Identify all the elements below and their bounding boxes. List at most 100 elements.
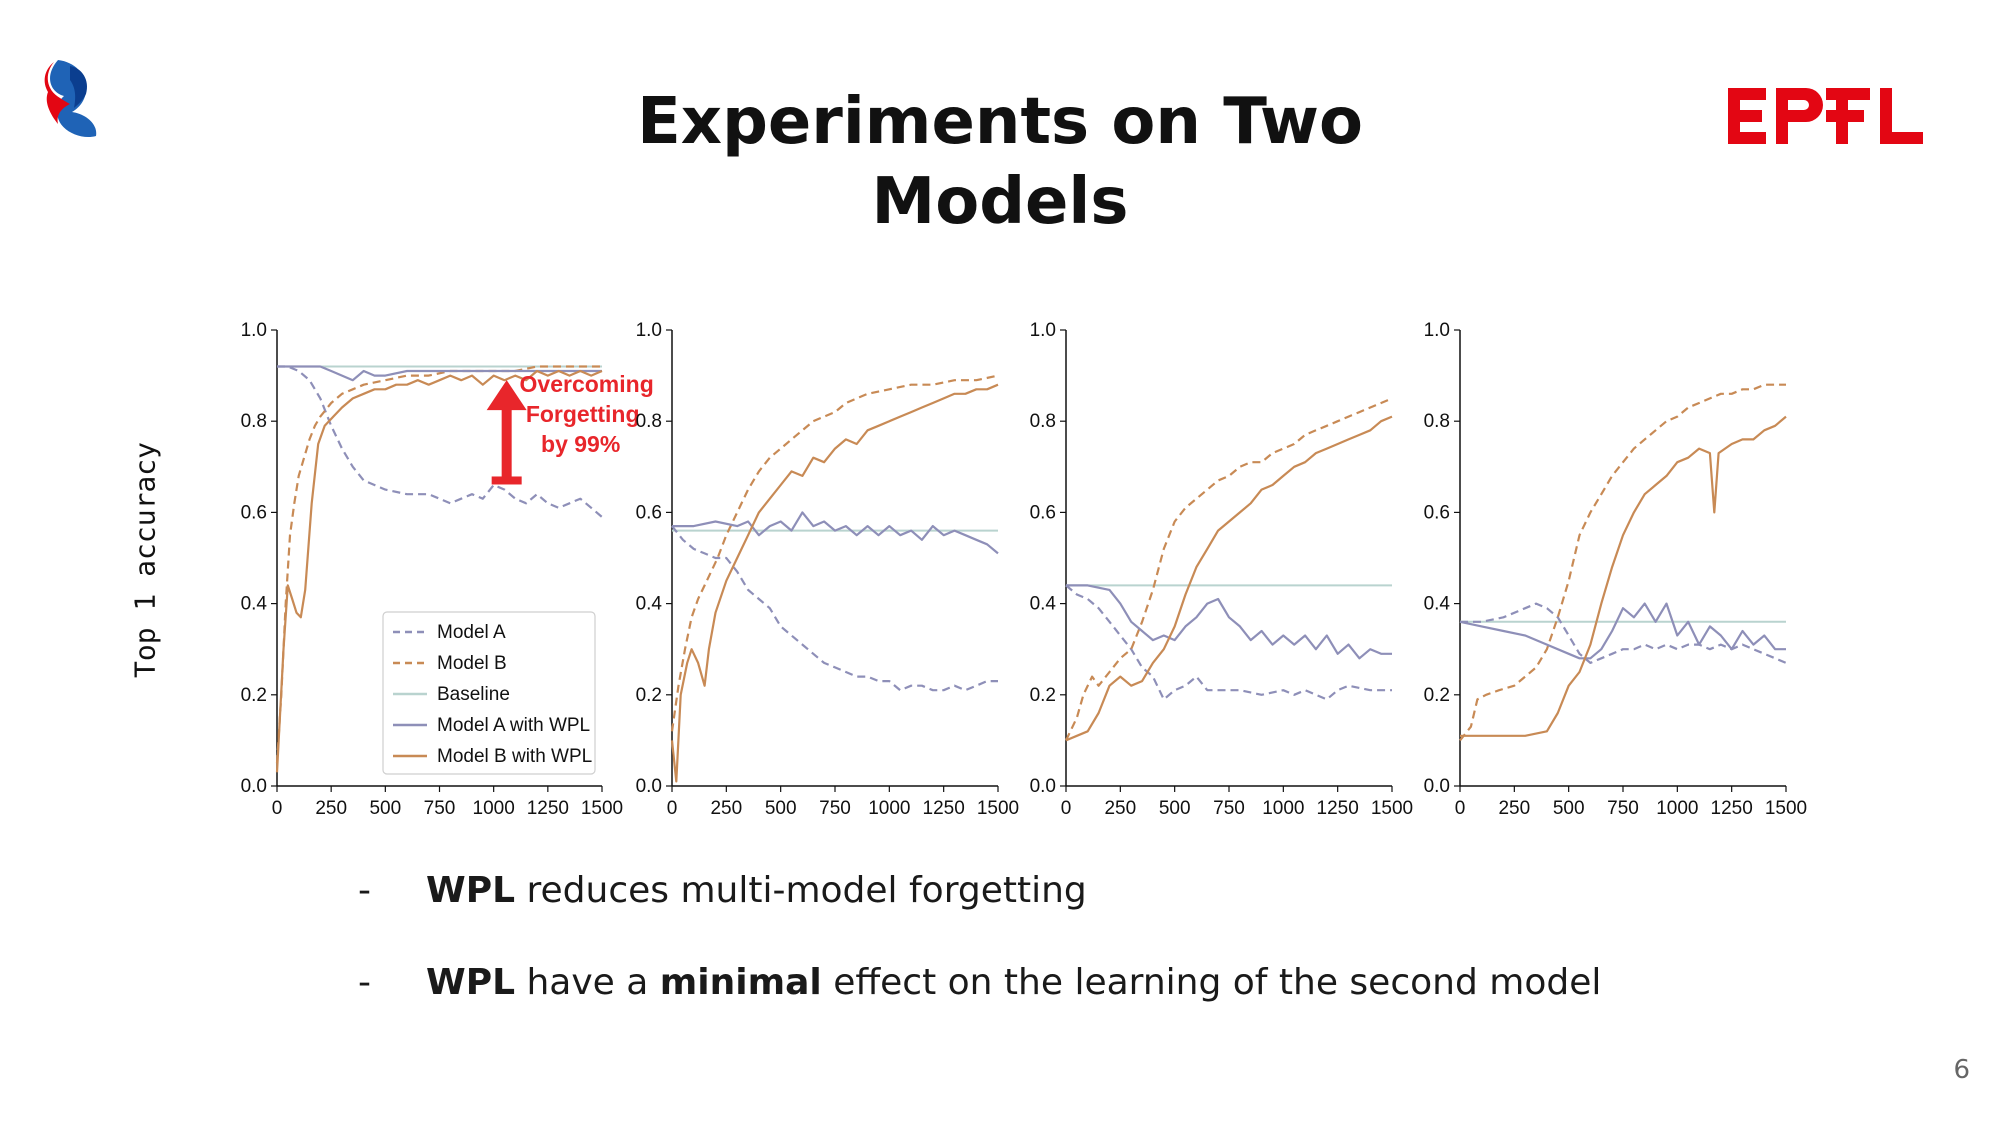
annotation-text: by 99% bbox=[541, 431, 620, 457]
series-model-b-with-wpl bbox=[1460, 415, 1787, 737]
annotation: Overcoming Forgetting by 99% bbox=[486, 371, 654, 485]
x-tick-label: 1250 bbox=[923, 798, 965, 819]
bullet-dash: - bbox=[358, 870, 371, 911]
chart-panel-1: 0.0 0.2 0.4 0.6 0.8 1.0 0 250 500 750 1000 1250 1500… bbox=[241, 320, 654, 819]
x-tick-label: 500 bbox=[369, 798, 401, 819]
series-model-b-with-wpl bbox=[275, 369, 603, 773]
x-tick-label: 500 bbox=[1159, 798, 1191, 819]
x-tick-label: 0 bbox=[1455, 798, 1466, 819]
y-tick-label: 1.0 bbox=[241, 320, 267, 341]
legend-box bbox=[382, 611, 596, 775]
y-tick-label: 0.2 bbox=[1030, 685, 1056, 706]
x-tick-label: 500 bbox=[765, 798, 797, 819]
chart-panel-2: 0.0 0.2 0.4 0.6 0.8 1.0 0 250 500 750 1000 1250 1500 bbox=[636, 320, 1020, 819]
legend-entry: Baseline bbox=[437, 684, 510, 705]
x-tick-label: 1500 bbox=[1765, 798, 1807, 819]
annotation-arrow-head bbox=[486, 380, 527, 411]
x-tick-label: 750 bbox=[1213, 798, 1245, 819]
y-tick-label: 1.0 bbox=[636, 320, 662, 341]
series-model-a-with-wpl bbox=[672, 511, 999, 555]
bullet-item-1: - WPL reduces multi-model forgetting bbox=[358, 870, 1087, 911]
y-tick-label: 0.2 bbox=[241, 685, 267, 706]
x-tick-label: 250 bbox=[710, 798, 742, 819]
y-tick-label: 1.0 bbox=[1030, 320, 1056, 341]
series-model-a bbox=[1460, 602, 1787, 664]
y-tick-label: 0.6 bbox=[636, 502, 662, 523]
y-tick-label: 0.4 bbox=[636, 594, 663, 615]
x-tick-label: 1250 bbox=[1711, 798, 1753, 819]
x-tick-label: 250 bbox=[1104, 798, 1136, 819]
annotation-arrow-shaft bbox=[501, 400, 512, 481]
y-tick-label: 0.6 bbox=[241, 502, 267, 523]
bullet-text-run: WPL bbox=[426, 962, 516, 1003]
y-tick-label: 0.2 bbox=[1424, 685, 1450, 706]
y-tick-label: 0.0 bbox=[636, 776, 662, 797]
legend: Model A Model B Baseline Model A with WPL Mo… bbox=[382, 611, 596, 775]
y-tick-label: 0.8 bbox=[1030, 411, 1056, 432]
epfl-logo bbox=[1728, 88, 1923, 144]
x-tick-label: 250 bbox=[315, 798, 347, 819]
bullet-text-run: minimal bbox=[659, 962, 822, 1003]
x-tick-label: 0 bbox=[272, 798, 283, 819]
bullet-text-run: effect on the learning of the second mod… bbox=[821, 962, 1602, 1003]
bullet-text-run: WPL bbox=[426, 870, 516, 911]
series-model-a bbox=[1065, 584, 1392, 701]
x-tick-label: 500 bbox=[1553, 798, 1585, 819]
bullet-text-run: have a bbox=[515, 962, 660, 1003]
x-tick-label: 0 bbox=[1061, 798, 1072, 819]
y-tick-label: 0.0 bbox=[1030, 776, 1056, 797]
y-tick-label: 0.4 bbox=[1030, 594, 1057, 615]
legend-entry: Model B bbox=[437, 653, 507, 674]
x-tick-label: 1500 bbox=[977, 798, 1019, 819]
y-tick-label: 0.8 bbox=[241, 411, 267, 432]
x-tick-label: 750 bbox=[424, 798, 456, 819]
x-tick-label: 750 bbox=[819, 798, 851, 819]
series-model-b-with-wpl bbox=[1065, 415, 1393, 742]
legend-entry: Model A with WPL bbox=[437, 715, 590, 736]
y-tick-label: 0.6 bbox=[1424, 502, 1450, 523]
series-model-a-with-wpl bbox=[1066, 584, 1392, 660]
series-model-b bbox=[1459, 383, 1786, 742]
x-tick-label: 0 bbox=[667, 798, 678, 819]
y-tick-label: 0.8 bbox=[636, 411, 662, 432]
y-tick-label: 1.0 bbox=[1424, 320, 1450, 341]
x-tick-label: 1000 bbox=[868, 798, 910, 819]
x-tick-label: 1000 bbox=[1262, 798, 1304, 819]
bullet-item-2: - WPL have a minimal effect on the learni… bbox=[358, 962, 1601, 1003]
slide-title-line-2: Models bbox=[871, 165, 1129, 239]
legend-entry: Model A bbox=[437, 622, 506, 643]
annotation-text: Overcoming bbox=[520, 371, 654, 397]
bullet-text-run: reduces multi-model forgetting bbox=[515, 870, 1087, 911]
chart-panel-3: 0.0 0.2 0.4 0.6 0.8 1.0 0 250 500 750 1000 1250 1500 bbox=[1030, 320, 1414, 819]
series-model-b-with-wpl bbox=[670, 383, 999, 783]
x-tick-label: 1250 bbox=[527, 798, 569, 819]
x-tick-label: 1250 bbox=[1317, 798, 1359, 819]
y-tick-label: 0.4 bbox=[1424, 594, 1451, 615]
y-tick-label: 0.0 bbox=[241, 776, 267, 797]
slide-title: Experiments on Two Models bbox=[0, 82, 2000, 242]
series-model-b bbox=[670, 374, 999, 732]
y-tick-label: 0.4 bbox=[241, 594, 268, 615]
x-tick-label: 250 bbox=[1498, 798, 1530, 819]
series-model-b bbox=[1065, 397, 1393, 741]
page-number: 6 bbox=[1953, 1055, 1970, 1085]
bullet-dash: - bbox=[358, 962, 371, 1003]
series-model-a bbox=[671, 525, 998, 692]
x-tick-label: 1500 bbox=[581, 798, 623, 819]
x-tick-label: 750 bbox=[1607, 798, 1639, 819]
y-tick-label: 0.6 bbox=[1030, 502, 1056, 523]
x-tick-label: 1000 bbox=[473, 798, 515, 819]
y-tick-label: 0.8 bbox=[1424, 411, 1450, 432]
x-tick-label: 1000 bbox=[1656, 798, 1698, 819]
y-tick-label: 0.0 bbox=[1424, 776, 1450, 797]
series-model-a bbox=[277, 365, 603, 518]
annotation-text: Forgetting bbox=[526, 401, 640, 427]
slide-title-line-1: Experiments on Two bbox=[637, 85, 1363, 159]
x-tick-label: 1500 bbox=[1371, 798, 1413, 819]
chart-panel-4: 0.0 0.2 0.4 0.6 0.8 1.0 0 250 500 750 1000 1250 1500 bbox=[1424, 320, 1808, 819]
y-tick-label: 0.2 bbox=[636, 685, 662, 706]
legend-entry: Model B with WPL bbox=[437, 746, 592, 767]
swisscom-logo bbox=[44, 60, 97, 138]
series-model-a-with-wpl bbox=[1459, 602, 1786, 660]
